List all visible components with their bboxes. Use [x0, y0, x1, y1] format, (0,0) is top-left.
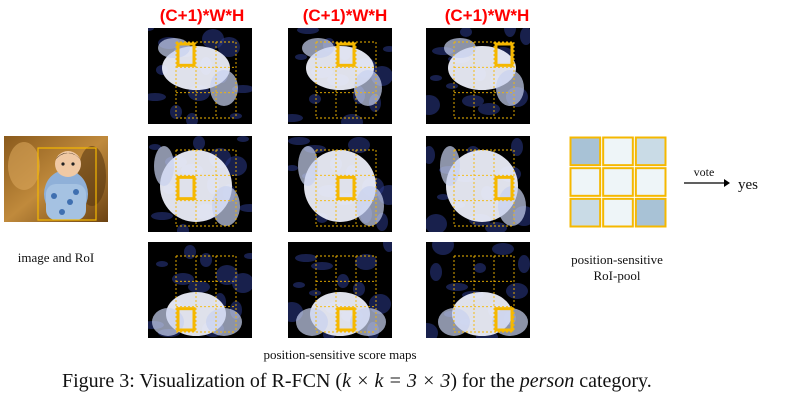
score-map-r3-c1: [148, 242, 252, 338]
image-label: image and RoI: [17, 250, 95, 265]
result-label: yes: [738, 177, 758, 193]
pool-cell-2: [602, 136, 634, 167]
score-map-r1-c2: [288, 28, 392, 124]
pool-cell-6: [634, 167, 667, 197]
caption-math: k × k = 3 × 3: [342, 370, 451, 392]
pool-cell-1: [569, 136, 602, 167]
caption-italic: person: [519, 370, 575, 392]
pooled-grid: [569, 136, 667, 228]
pool-label-line1: position-sensitive: [571, 252, 663, 267]
caption-middle: ) for the: [450, 370, 520, 392]
pool-cell-9: [634, 197, 667, 228]
score-map-header-3: (C+1)*W*H: [444, 6, 530, 25]
score-map-r1-c3: [426, 28, 530, 124]
vote-arrow: [684, 176, 730, 194]
pool-cell-7: [569, 197, 602, 228]
score-map-r2-c3: [426, 136, 530, 232]
input-image: [4, 136, 108, 222]
pool-cell-3: [634, 136, 667, 167]
pool-cell-5: [602, 167, 634, 197]
pool-cell-8: [602, 197, 634, 228]
vote-label: vote: [693, 165, 715, 179]
score-map-r3-c3: [426, 242, 530, 338]
score-map-r2-c2: [288, 136, 392, 232]
score-map-header-2: (C+1)*W*H: [302, 6, 388, 25]
pool-cell-4: [569, 167, 602, 197]
score-map-header-1: (C+1)*W*H: [159, 6, 245, 25]
score-map-r3-c2: [288, 242, 392, 338]
pool-label-line2: RoI-pool: [593, 268, 641, 283]
figure-caption: Figure 3: Visualization of R-FCN (k × k …: [62, 370, 652, 393]
score-maps-label: position-sensitive score maps: [263, 347, 417, 362]
score-map-r2-c1: [148, 136, 252, 232]
caption-suffix: category.: [574, 370, 652, 392]
caption-prefix: Figure 3: Visualization of R-FCN (: [62, 370, 343, 392]
score-map-r1-c1: [148, 28, 252, 124]
